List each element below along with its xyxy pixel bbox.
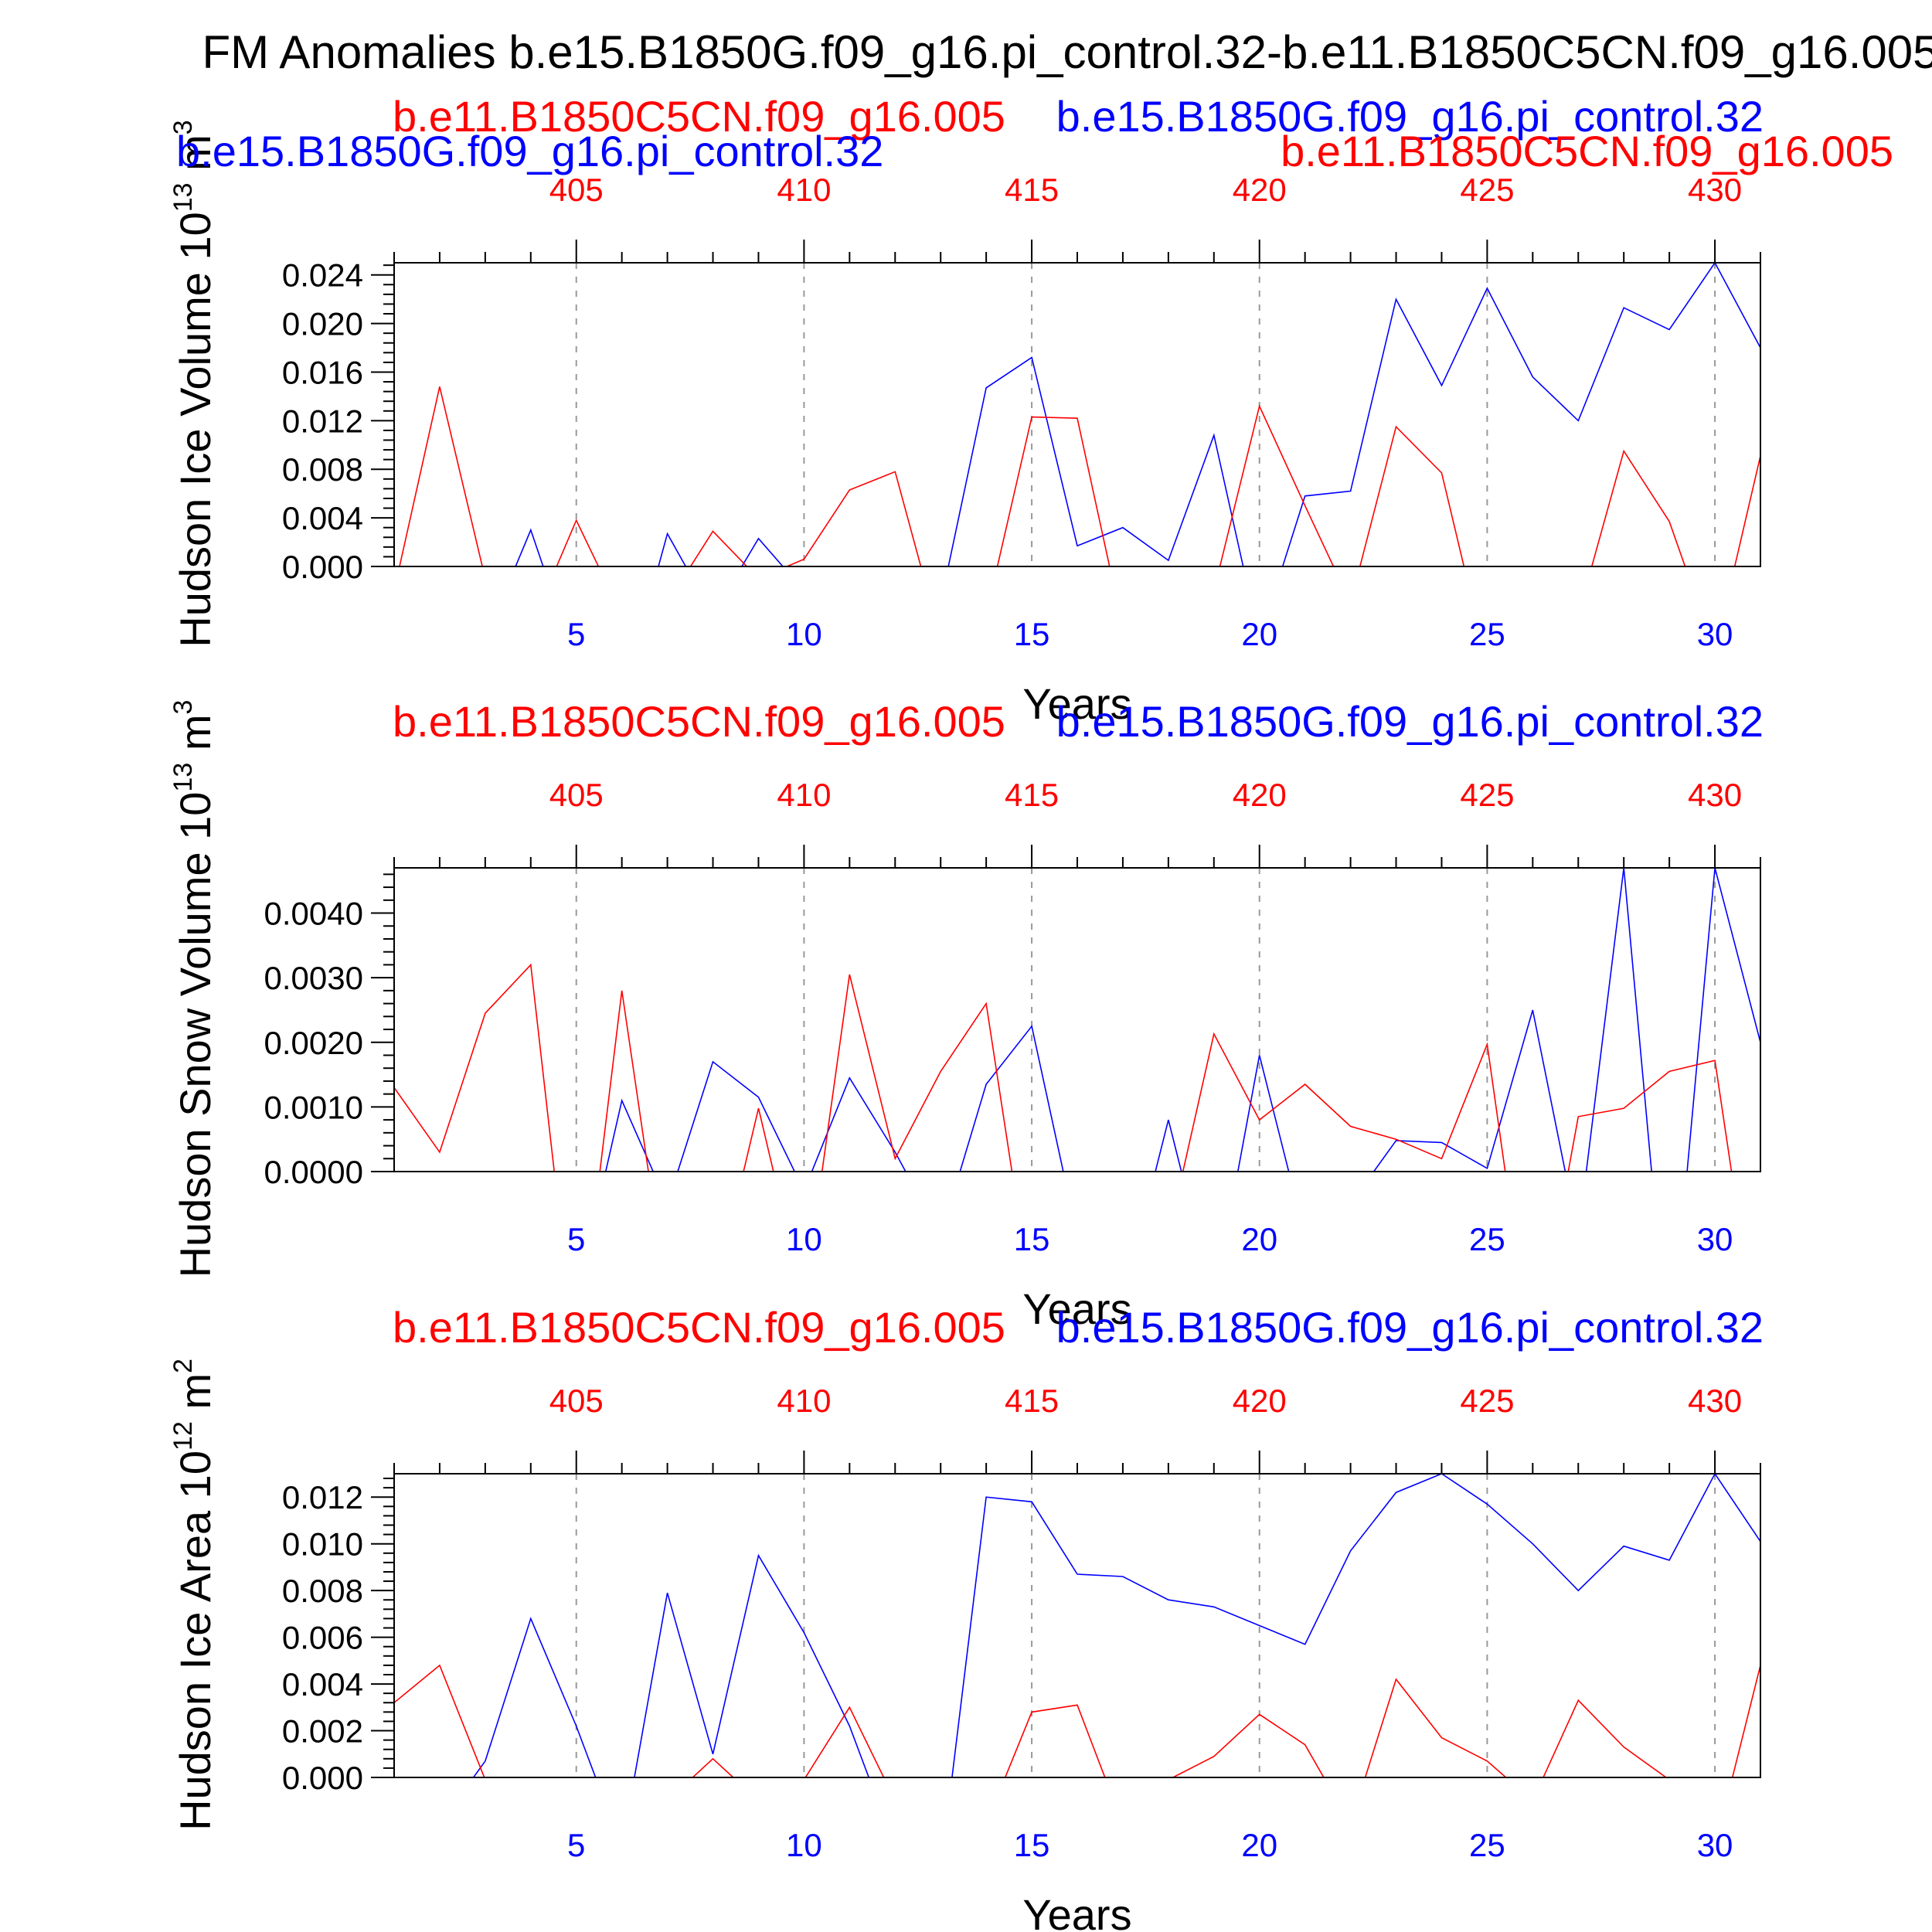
x-tick-label-bottom: 20 xyxy=(1241,1827,1277,1863)
legend-red-right: b.e11.B1850C5CN.f09_g16.005 xyxy=(1281,127,1893,175)
x-tick-label-top: 425 xyxy=(1460,172,1514,208)
plot-frame xyxy=(393,867,1761,1172)
label-red-run: b.e11.B1850C5CN.f09_g16.005 xyxy=(393,1303,1005,1352)
x-tick-label-bottom: 20 xyxy=(1241,1221,1277,1257)
x-axis-label: Years xyxy=(1022,679,1131,728)
y-tick-label: 0.004 xyxy=(282,500,363,536)
y-tick-label: 0.002 xyxy=(282,1713,363,1750)
y-axis-label: Hudson Ice Area 1012 m2 xyxy=(168,1359,219,1831)
x-tick-label-top: 425 xyxy=(1460,1383,1514,1419)
x-tick-label-top: 415 xyxy=(1005,1383,1059,1419)
x-tick-label-bottom: 25 xyxy=(1469,1221,1505,1257)
x-tick-label-bottom: 5 xyxy=(567,616,585,652)
y-tick-label: 0.016 xyxy=(282,354,363,390)
x-tick-label-top: 430 xyxy=(1688,172,1742,208)
series-line-blue xyxy=(472,1474,1760,1777)
y-tick-label: 0.008 xyxy=(282,451,363,488)
y-tick-label: 0.012 xyxy=(282,403,363,439)
y-tick-label: 0.0010 xyxy=(264,1089,363,1125)
y-axis-label: Hudson Ice Volume 1013 m3 xyxy=(168,120,219,647)
x-tick-label-top: 430 xyxy=(1688,777,1742,813)
x-tick-label-bottom: 30 xyxy=(1697,1827,1733,1863)
series-line-red xyxy=(394,1664,1760,1777)
x-tick-label-top: 410 xyxy=(777,1383,831,1419)
plot-frame xyxy=(393,1473,1761,1778)
x-tick-label-bottom: 25 xyxy=(1469,1827,1505,1863)
x-tick-label-top: 420 xyxy=(1233,1383,1287,1419)
y-tick-label: 0.008 xyxy=(282,1573,363,1609)
x-tick-label-top: 405 xyxy=(549,1383,604,1419)
x-tick-label-bottom: 15 xyxy=(1014,1827,1050,1863)
y-tick-label: 0.020 xyxy=(282,306,363,342)
x-tick-label-top: 405 xyxy=(549,777,604,813)
label-red-run: b.e11.B1850C5CN.f09_g16.005 xyxy=(393,697,1005,746)
panel-2: 0.0000 0.0010 0.0020 0.0030 0.0040 5 10 15 20 25 3… xyxy=(168,697,1764,1333)
x-tick-label-bottom: 10 xyxy=(786,1221,822,1257)
series-line-blue xyxy=(604,868,1760,1172)
label-red-run: b.e11.B1850C5CN.f09_g16.005 xyxy=(393,92,1005,141)
x-tick-label-bottom: 5 xyxy=(567,1827,585,1863)
label-blue-run: b.e15.B1850G.f09_g16.pi_control.32 xyxy=(1056,92,1764,141)
x-tick-label-bottom: 5 xyxy=(567,1221,585,1257)
y-tick-label: 0.000 xyxy=(282,1760,363,1796)
x-tick-label-top: 415 xyxy=(1005,172,1059,208)
panel-1: 0.000 0.004 0.008 0.012 0.016 0.020 0.024 5 10 15… xyxy=(168,92,1764,728)
x-tick-label-bottom: 15 xyxy=(1014,616,1050,652)
x-tick-label-bottom: 15 xyxy=(1014,1221,1050,1257)
x-tick-label-top: 410 xyxy=(777,777,831,813)
y-axis-label: Hudson Snow Volume 1013 m3 xyxy=(168,700,219,1278)
x-tick-label-top: 410 xyxy=(777,172,831,208)
x-tick-label-bottom: 30 xyxy=(1697,616,1733,652)
plot-frame xyxy=(393,262,1761,567)
y-tick-label: 0.010 xyxy=(282,1526,363,1563)
label-blue-run: b.e15.B1850G.f09_g16.pi_control.32 xyxy=(1056,697,1764,746)
y-tick-label: 0.024 xyxy=(282,257,363,294)
panel-3: 0.000 0.002 0.004 0.006 0.008 0.010 0.012 5 10 15… xyxy=(168,1303,1764,1932)
y-tick-label: 0.000 xyxy=(282,549,363,585)
figure-title: FM Anomalies b.e15.B1850G.f09_g16.pi_con… xyxy=(202,26,1932,78)
x-tick-label-bottom: 30 xyxy=(1697,1221,1733,1257)
y-tick-label: 0.0000 xyxy=(264,1154,363,1190)
y-tick-label: 0.012 xyxy=(282,1479,363,1515)
series-line-blue xyxy=(515,263,1760,566)
label-blue-run: b.e15.B1850G.f09_g16.pi_control.32 xyxy=(1056,1303,1764,1352)
x-tick-label-bottom: 10 xyxy=(786,1827,822,1863)
y-tick-label: 0.0030 xyxy=(264,960,363,996)
legend-blue-left: b.e15.B1850G.f09_g16.pi_control.32 xyxy=(176,127,883,175)
x-tick-label-top: 420 xyxy=(1233,777,1287,813)
x-tick-label-top: 405 xyxy=(549,172,604,208)
series-line-red xyxy=(394,963,1733,1172)
x-axis-label: Years xyxy=(1022,1890,1131,1932)
x-tick-label-top: 425 xyxy=(1460,777,1514,813)
y-tick-label: 0.0020 xyxy=(264,1025,363,1061)
x-axis-label: Years xyxy=(1022,1284,1131,1333)
x-tick-label-top: 430 xyxy=(1688,1383,1742,1419)
series-line-red xyxy=(399,386,1760,566)
x-tick-label-top: 415 xyxy=(1005,777,1059,813)
x-tick-label-bottom: 10 xyxy=(786,616,822,652)
x-tick-label-bottom: 20 xyxy=(1241,616,1277,652)
y-tick-label: 0.0040 xyxy=(264,896,363,932)
x-tick-label-bottom: 25 xyxy=(1469,616,1505,652)
y-tick-label: 0.006 xyxy=(282,1620,363,1656)
x-tick-label-top: 420 xyxy=(1233,172,1287,208)
y-tick-label: 0.004 xyxy=(282,1666,363,1702)
